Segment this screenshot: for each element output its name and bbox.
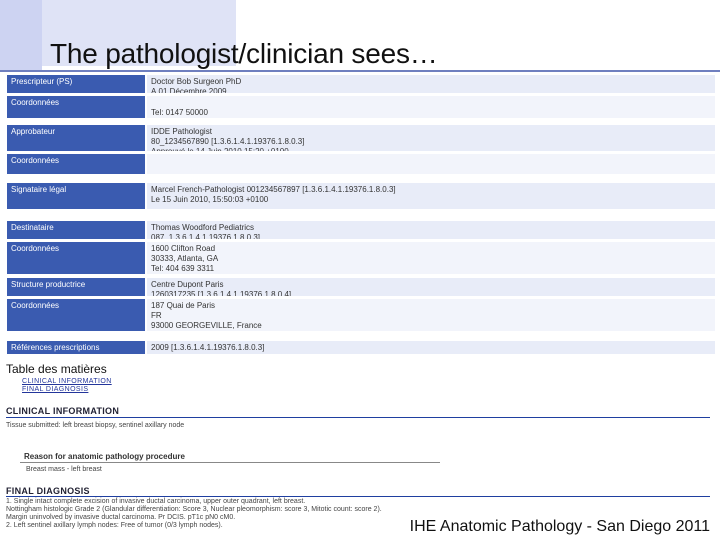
final-line: Margin uninvolved by invasive ductal car…: [6, 514, 236, 521]
slide-title: The pathologist/clinician sees…: [50, 38, 438, 69]
title-rule: [0, 70, 720, 72]
header-value: 1600 Clifton Road 30333, Atlanta, GA Tel…: [146, 241, 716, 275]
header-row-coordonnees: Coordonnées: [6, 153, 716, 175]
header-value: [146, 153, 716, 175]
slide-footer: IHE Anatomic Pathology - San Diego 2011: [407, 518, 712, 536]
final-line: Nottingham histologic Grade 2 (Glandular…: [6, 506, 382, 513]
final-line: 1. Single intact complete excision of in…: [6, 498, 306, 505]
reason-text: Breast mass - left breast: [26, 466, 102, 473]
toc-title: Table des matières: [6, 362, 107, 376]
header-value: 187 Quai de Paris FR 93000 GEORGEVILLE, …: [146, 298, 716, 332]
header-value: Doctor Bob Surgeon PhD A.01 Décembre 200…: [146, 74, 716, 94]
clinical-text: Tissue submitted: left breast biopsy, se…: [6, 422, 185, 429]
header-row-structure: Structure productrice Centre Dupont Pari…: [6, 277, 716, 297]
slide-accent-block-dark: [0, 0, 42, 72]
header-row-signataire: Signataire légal Marcel French-Pathologi…: [6, 182, 716, 210]
header-row-coordonnees: Coordonnées Tel: 0147 50000: [6, 95, 716, 119]
header-label: Références prescriptions: [6, 340, 146, 354]
section-title-clinical: CLINICAL INFORMATION: [6, 406, 120, 416]
toc-link-clinical[interactable]: CLINICAL INFORMATION: [22, 378, 112, 385]
section-title-final: FINAL DIAGNOSIS: [6, 486, 90, 496]
header-value: 2009 [1.3.6.1.4.1.19376.1.8.0.3]: [146, 340, 716, 354]
header-row-approbateur: Approbateur IDDE Pathologist 80_12345678…: [6, 124, 716, 152]
header-row-coordonnees: Coordonnées 187 Quai de Paris FR 93000 G…: [6, 298, 716, 332]
header-label: Coordonnées: [6, 241, 146, 275]
header-label: Structure productrice: [6, 277, 146, 297]
sub-rule: [20, 462, 440, 463]
section-rule: [6, 496, 710, 497]
header-label: Coordonnées: [6, 153, 146, 175]
section-rule: [6, 417, 710, 418]
header-label: Coordonnées: [6, 298, 146, 332]
header-row-destinataire: Destinataire Thomas Woodford Pediatrics …: [6, 220, 716, 240]
final-line: 2. Left sentinel axillary lymph nodes: F…: [6, 522, 223, 529]
header-row-references: Références prescriptions 2009 [1.3.6.1.4…: [6, 340, 716, 354]
header-value: Centre Dupont Paris 1260317235 [1.3.6.1.…: [146, 277, 716, 297]
header-label: Prescripteur (PS): [6, 74, 146, 94]
header-value: Thomas Woodford Pediatrics 087_1.3.6.1.4…: [146, 220, 716, 240]
toc-link-final[interactable]: FINAL DIAGNOSIS: [22, 386, 89, 393]
reason-title: Reason for anatomic pathology procedure: [24, 452, 185, 461]
header-value: Marcel French-Pathologist 001234567897 […: [146, 182, 716, 210]
report-body: Table des matières CLINICAL INFORMATION …: [6, 360, 716, 540]
header-label: Signataire légal: [6, 182, 146, 210]
document-header-table: Prescripteur (PS) Doctor Bob Surgeon PhD…: [6, 74, 716, 354]
header-label: Destinataire: [6, 220, 146, 240]
header-value: IDDE Pathologist 80_1234567890 [1.3.6.1.…: [146, 124, 716, 152]
header-label: Approbateur: [6, 124, 146, 152]
header-row-coordonnees: Coordonnées 1600 Clifton Road 30333, Atl…: [6, 241, 716, 275]
header-row-prescripteur: Prescripteur (PS) Doctor Bob Surgeon PhD…: [6, 74, 716, 94]
header-label: Coordonnées: [6, 95, 146, 119]
header-value: Tel: 0147 50000: [146, 95, 716, 119]
